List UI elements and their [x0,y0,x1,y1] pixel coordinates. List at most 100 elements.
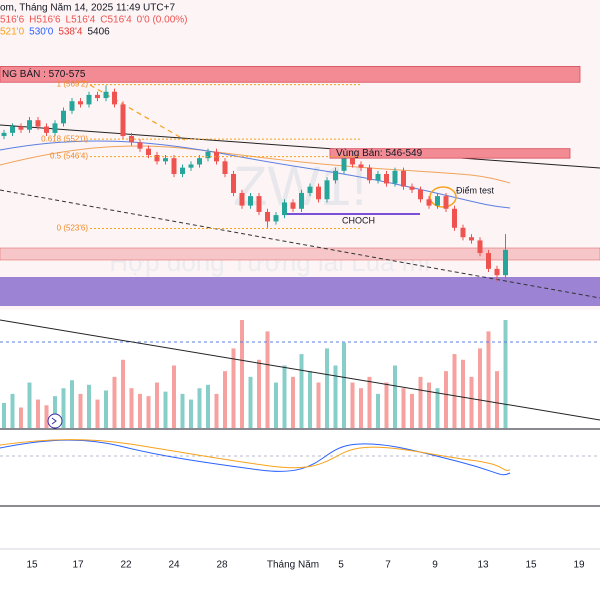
candle-body [180,167,185,174]
candle-body [290,202,296,209]
annotation: CHOCH [342,215,375,225]
x-label: 7 [385,560,391,571]
volume-bar [282,365,287,428]
indicator-value: 521'0 [0,27,25,38]
candle-body [197,158,202,165]
ohlc-value: 516'6 [0,15,25,26]
ma-line [0,140,511,209]
candle-body [35,120,41,127]
x-label: 9 [432,560,438,571]
candles [1,85,508,428]
candle-body [324,180,330,200]
header-title: om, Tháng Năm 14, 2025 11:49 UTC+7 [0,3,175,14]
candle-body [256,196,262,212]
x-label: 19 [573,560,585,571]
candle-body [69,101,75,111]
volume-bar [308,371,312,428]
zone-label: Vùng Bán: 546-549 [336,148,423,159]
volume-bar [129,388,134,428]
x-label: 5 [338,560,344,571]
candle-body [282,202,287,216]
volume-bar [410,393,414,428]
volume-bar [36,399,40,428]
candle-body [222,161,228,174]
x-label: 17 [72,560,84,571]
volume-bar [503,320,508,428]
candle-body [392,170,398,184]
volume-bar [104,390,108,428]
zone-label: NG BÁN : 570-575 [2,67,86,80]
trendline [0,124,600,169]
volume-bar [299,354,304,428]
candle-body [350,158,355,165]
candle-body [205,151,211,159]
volume-bar [78,393,83,428]
indicator-value: 5406 [87,27,110,38]
candle-body [214,151,219,162]
candle-body [333,170,338,181]
candle-body [494,268,500,276]
volume-bar [367,376,372,428]
volume-bar [461,359,465,428]
volume-bar [393,365,397,428]
candle-body [486,253,491,269]
volume-bar [70,380,74,428]
volume-bar [163,391,168,428]
candle-body [469,237,474,241]
volume-bar [180,393,185,428]
x-labels: 15 17 22 24 28 Tháng Năm 5 7 9 13 15 19 [26,560,585,571]
candle-body [358,164,364,168]
indicators: 521'0 530'0 538'4 5406 [0,27,110,38]
candle-body [375,173,381,181]
volume-bar [10,393,15,428]
candle-body [341,158,347,171]
candle-body [409,186,415,190]
volume-bar [138,393,142,428]
volume-bar [146,396,151,428]
candle-body [426,199,432,206]
volume-bar [87,384,91,428]
volume-bar [291,376,295,428]
volume-bar [384,382,389,428]
volume-bar [265,331,270,428]
fib-label: 0.618 (552'0) [41,134,88,143]
demand-band [0,247,600,261]
volume-bar [333,365,338,428]
fib-label: 1 (569'2) [57,80,89,89]
candle-body [78,101,83,105]
macd-line [0,439,511,476]
volume-bar [427,382,431,428]
volume-bar [452,354,457,428]
ma-line [0,145,511,184]
volume-bar [19,407,23,428]
indicator-value: 538'4 [58,27,83,38]
volume-bar [121,359,125,428]
volume-bar [44,405,49,428]
volume-bar [478,348,482,428]
x-label: 13 [477,560,489,571]
candle-body [307,186,313,193]
ohlc: 516'6 H516'6 L516'4 C516'4 0'0 (0.00%) [0,15,187,26]
x-label: 15 [525,560,537,571]
sell-zone [329,148,571,159]
volume-bar [401,388,406,428]
test-circle [429,186,457,208]
volume-bar [95,399,100,428]
candle-body [231,173,236,193]
candle-body [95,94,100,99]
volume-bar [486,331,491,428]
volume-bar [189,399,193,428]
volume-bar [240,320,244,428]
ohlc-value: L516'4 [66,15,96,26]
fib-label: 0 (523'6) [57,224,89,233]
volume-bar [359,388,363,428]
purple-zone [0,277,600,306]
candle-body [265,211,270,222]
replay-icon[interactable] [47,413,63,429]
volume-bar [495,371,499,428]
candle-body [112,91,117,105]
volume-bar [231,348,236,428]
candle-body [61,110,66,124]
